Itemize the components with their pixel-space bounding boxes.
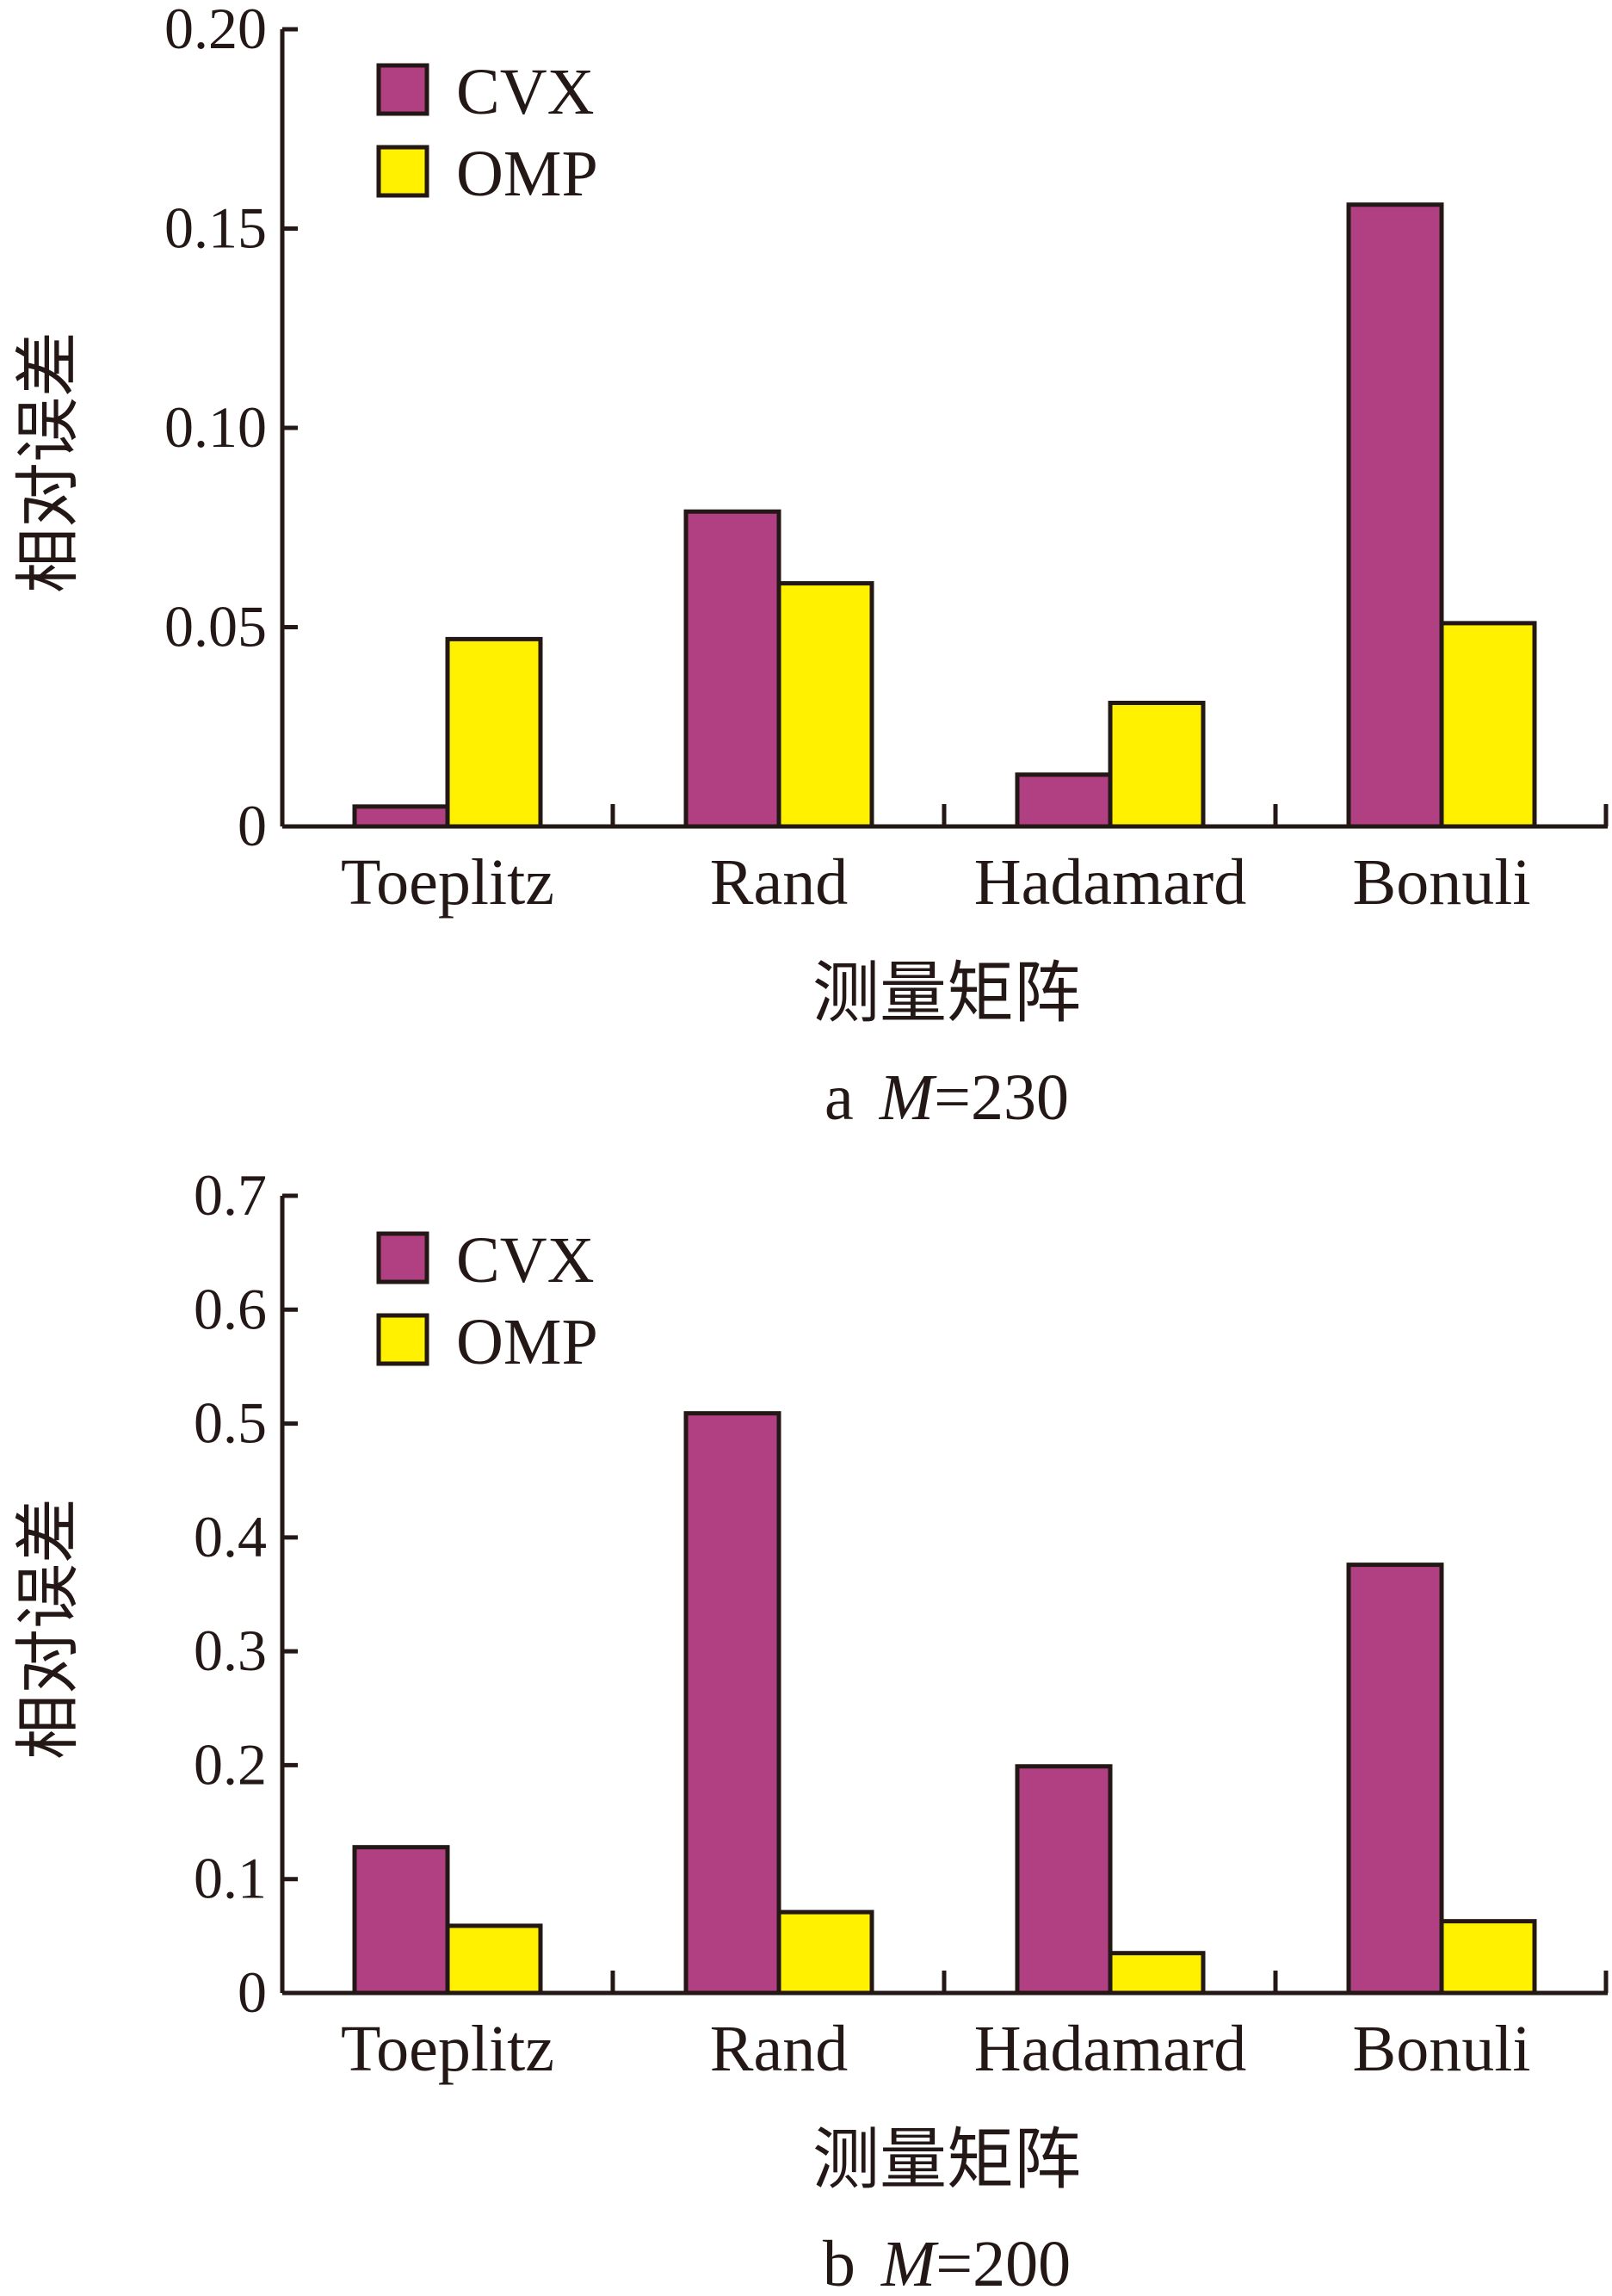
y-tick-label: 0.2	[194, 1731, 267, 1797]
y-tick-label: 0.20	[164, 0, 267, 61]
x-axis-title: 测量矩阵	[812, 2122, 1081, 2197]
y-tick-label: 0.5	[194, 1390, 267, 1456]
y-axis-title: 相对误差	[13, 1498, 85, 1760]
y-tick-label: 0.15	[164, 195, 267, 261]
caption-letter: b	[823, 2228, 855, 2296]
y-tick-label: 0	[238, 1959, 267, 2025]
bar-cvx-hadamard	[1015, 1764, 1113, 1996]
panel-caption: b M=200	[823, 2228, 1071, 2296]
caption-value: =230	[934, 1061, 1069, 1134]
legend-label-cvx: CVX	[456, 1224, 594, 1297]
bar-omp-hadamard	[1108, 700, 1206, 829]
y-tick-label: 0.3	[194, 1618, 267, 1683]
bar-cvx-bonuli	[1346, 202, 1444, 829]
bar-cvx-hadamard	[1015, 772, 1113, 829]
y-tick-label: 0	[238, 793, 267, 858]
y-tick-label: 0.4	[194, 1504, 267, 1569]
x-category-label: Hadamard	[974, 2013, 1247, 2085]
x-category-label: Hadamard	[974, 846, 1247, 919]
bar-omp-toeplitz	[445, 1923, 543, 1996]
x-category-label: Rand	[710, 2013, 848, 2085]
caption-variable: M	[879, 1061, 937, 1134]
y-tick-label: 0.05	[164, 594, 267, 659]
y-tick-label: 0.10	[164, 394, 267, 460]
bar-omp-rand	[776, 1909, 874, 1996]
x-category-label: Toeplitz	[341, 846, 554, 919]
caption-value: =200	[936, 2228, 1071, 2296]
bar-omp-toeplitz	[445, 636, 543, 829]
y-tick-label: 0.7	[194, 1162, 267, 1228]
bar-omp-hadamard	[1108, 1951, 1206, 1996]
bar-cvx-rand	[683, 509, 781, 829]
bar-omp-rand	[776, 581, 874, 829]
legend-label-omp: OMP	[456, 1306, 598, 1378]
bar-cvx-toeplitz	[352, 1845, 450, 1996]
bar-omp-bonuli	[1439, 1919, 1537, 1996]
chart-panel-a: 0 0.05 0.10 0.15 0.20 Toeplitz Rand Hadamard Bon…	[13, 0, 1609, 1134]
legend-swatch-omp	[376, 145, 429, 198]
x-category-label: Bonuli	[1353, 2013, 1531, 2085]
legend-swatch-cvx	[376, 1231, 429, 1284]
x-axis-title: 测量矩阵	[812, 956, 1081, 1030]
y-axis-title: 相对误差	[13, 331, 85, 593]
bar-cvx-toeplitz	[352, 804, 450, 829]
legend-swatch-cvx	[376, 63, 429, 116]
y-tick-label: 0.6	[194, 1276, 267, 1341]
chart-panel-b: 0 0.1 0.2 0.3 0.4 0.5 0.6 0.7 Toeplitz Rand Hadama…	[13, 1162, 1609, 2296]
panel-caption: a M=230	[825, 1061, 1069, 1134]
bar-cvx-rand	[683, 1411, 781, 1996]
legend-swatch-omp	[376, 1313, 429, 1366]
x-category-label: Toeplitz	[341, 2013, 554, 2085]
y-tick-label: 0.1	[194, 1846, 267, 1911]
bar-cvx-bonuli	[1346, 1563, 1444, 1996]
bar-omp-bonuli	[1439, 621, 1537, 829]
x-category-label: Rand	[710, 846, 848, 919]
legend-label-omp: OMP	[456, 138, 598, 210]
caption-letter: a	[825, 1061, 854, 1134]
legend-label-cvx: CVX	[456, 56, 594, 128]
caption-variable: M	[880, 2228, 939, 2296]
x-category-label: Bonuli	[1353, 846, 1531, 919]
